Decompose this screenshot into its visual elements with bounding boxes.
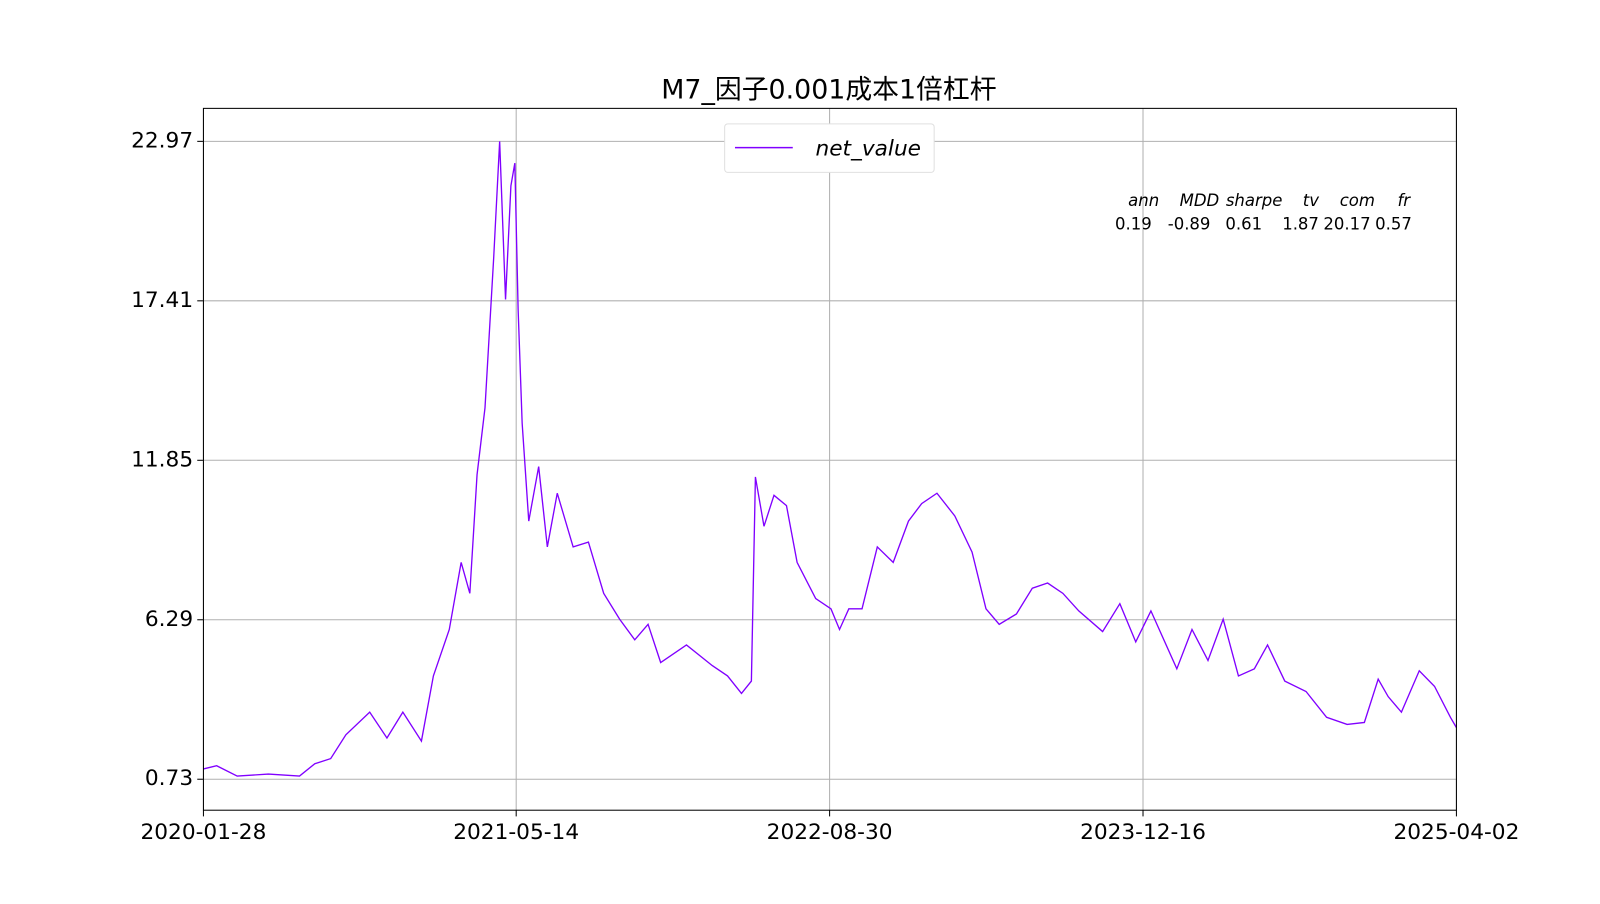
x-tick-label: 2022-08-30	[767, 820, 893, 845]
chart-title: M7_因子0.001成本1倍杠杆	[661, 74, 996, 105]
x-tick-label: 2021-05-14	[453, 820, 579, 845]
legend-box	[724, 123, 935, 173]
y-tick-label: 0.73	[145, 766, 193, 791]
stats-header: com	[1340, 191, 1375, 210]
stats-header: sharpe	[1226, 191, 1283, 210]
x-tick-label: 2023-12-16	[1080, 820, 1206, 845]
stats-value: -0.89	[1168, 215, 1211, 234]
x-tick-label: 2025-04-02	[1393, 820, 1519, 845]
stats-header: fr	[1397, 191, 1411, 210]
legend-label: net_value	[815, 137, 921, 162]
y-tick-label: 22.97	[131, 128, 193, 153]
plot-frame	[202, 107, 1457, 811]
stats-value: 1.87	[1282, 215, 1319, 234]
stats-value: 0.57	[1375, 215, 1412, 234]
stats-value: 0.19	[1115, 215, 1152, 234]
line	[203, 141, 1458, 777]
stats-header: ann	[1128, 191, 1159, 210]
y-tick-label: 17.41	[131, 288, 193, 313]
stats-value: 0.61	[1225, 215, 1262, 234]
stats-header: tv	[1303, 191, 1319, 210]
y-tick-label: 11.85	[131, 447, 193, 472]
stats-header: MDD	[1180, 191, 1220, 210]
stats-value: 20.17	[1323, 215, 1370, 234]
y-tick-label: 6.29	[145, 607, 193, 632]
x-tick-label: 2020-01-28	[141, 820, 267, 845]
